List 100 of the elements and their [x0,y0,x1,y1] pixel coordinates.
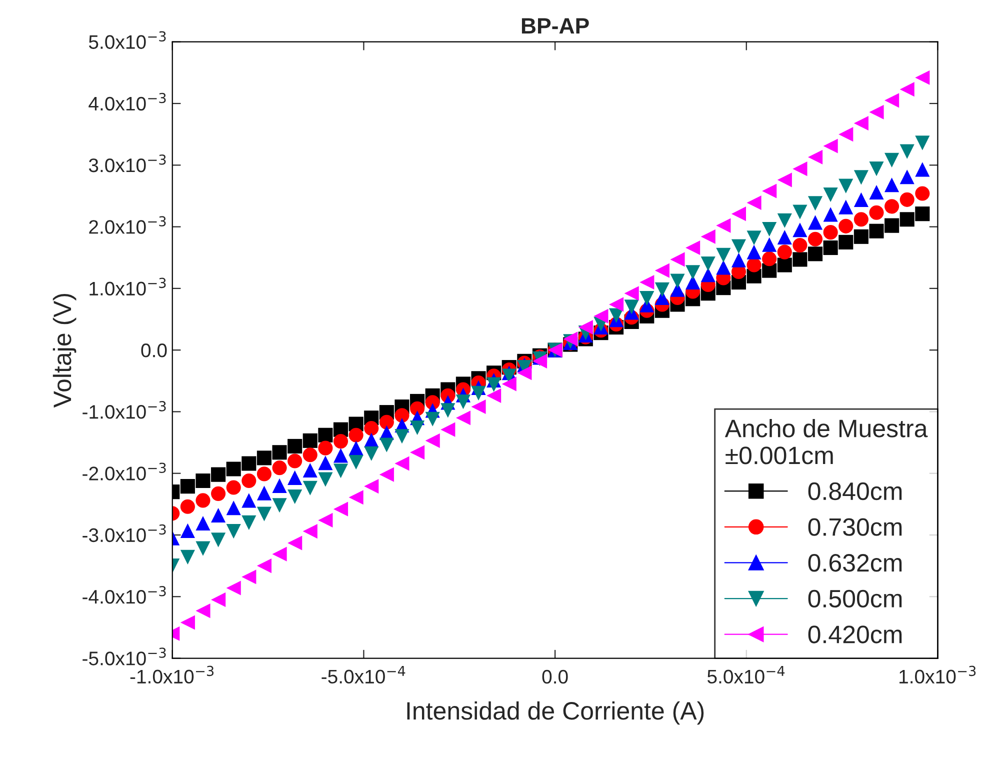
x-tick-label: 5.0x10$^{−4}$ [707,666,785,684]
point [425,433,440,448]
point [823,187,838,202]
point [272,546,287,562]
point [318,512,333,528]
point [180,479,195,494]
point [348,490,364,505]
point [869,162,884,176]
y-tick-label: -2.0x10$^{−3}$ [82,462,166,480]
point [211,592,226,607]
point [272,478,287,493]
point [272,445,287,460]
point [808,196,823,211]
point [242,515,256,530]
point [838,218,854,234]
x-axis-title: Intensidad de Corriente (A) [407,701,704,725]
point [823,225,838,240]
point [869,224,884,238]
point [915,206,930,222]
point [854,192,868,207]
point [777,172,792,188]
point [288,536,302,550]
point [288,470,302,485]
point [777,213,792,228]
point [379,467,394,482]
point [333,502,348,516]
x-tick-label: -5.0x10$^{−4}$ [322,666,406,684]
point [379,438,394,452]
point [746,230,762,246]
point [410,445,425,460]
point [440,422,456,437]
point [348,454,364,470]
point [700,256,716,272]
point [838,127,854,142]
point [762,184,777,198]
point [242,473,256,488]
point [869,205,884,220]
point [333,464,348,478]
point [823,207,838,222]
point [884,178,900,192]
point [486,377,502,392]
point [226,524,241,539]
legend-title: Ancho de Muestra ±0.001cm [724,419,928,464]
legend-label: 0.500cm [808,590,902,608]
point [196,473,210,488]
point [211,508,226,523]
y-axis-title: Voltaje (V) [52,294,76,408]
point [379,414,394,430]
legend-label: 0.730cm [808,518,902,536]
point [578,320,593,335]
point [288,438,302,454]
point [196,604,210,618]
point [686,240,700,256]
point [624,286,639,301]
y-tick-label: -4.0x10$^{−3}$ [82,586,166,604]
point [302,448,318,462]
point [486,388,502,403]
legend-label: 0.632cm [808,554,902,572]
x-tick-label: -1.0x10$^{−3}$ [130,666,214,684]
point [654,263,670,278]
point [900,144,914,159]
point [256,486,272,500]
point [746,258,762,272]
y-tick-label: 2.0x10$^{−3}$ [89,216,166,234]
point [242,493,256,508]
point [900,192,914,207]
point [792,162,808,176]
point [869,104,884,120]
point [746,244,762,260]
point [792,204,808,220]
y-tick-label: 0.0 [141,344,167,358]
y-tick-label: 4.0x10$^{−3}$ [88,92,166,111]
y-tick-label: -3.0x10$^{−3}$ [82,524,166,542]
point [884,152,900,168]
point [211,467,226,482]
point [792,252,808,267]
y-tick-label: 3.0x10$^{−3}$ [88,154,166,172]
point [808,232,823,246]
point [608,297,624,312]
point [823,138,838,154]
point [364,446,379,461]
point [425,412,440,426]
point [700,268,716,282]
point [808,150,823,164]
point [272,498,287,513]
point [226,462,241,476]
point [884,93,900,108]
point [869,184,884,200]
point [394,408,410,423]
point [211,486,226,501]
point [302,433,318,448]
y-tick-label: 1.0x10$^{−3}$ [90,278,166,296]
point [654,282,670,297]
point [471,399,486,414]
point [180,615,195,630]
point [808,246,823,262]
point [884,199,900,214]
point [196,516,210,531]
chart-title: BP-AP [522,18,589,34]
point [792,238,808,253]
